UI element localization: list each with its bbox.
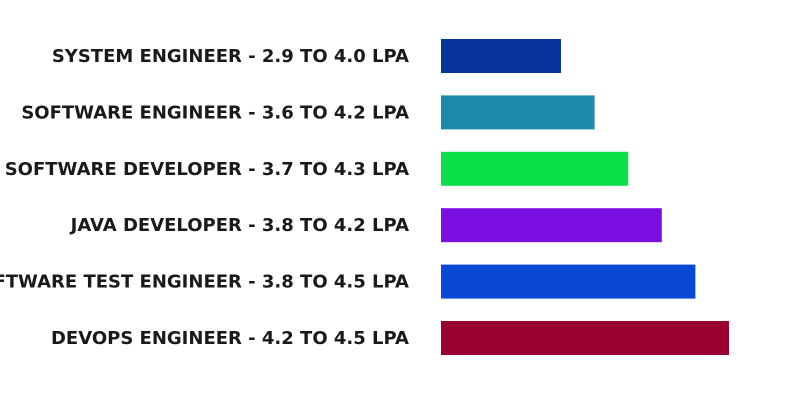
bar bbox=[441, 151, 629, 186]
category-label: SOFTWARE DEVELOPER - 3.7 TO 4.3 LPA bbox=[5, 159, 409, 180]
category-label: DEVOPS ENGINEER - 4.2 TO 4.5 LPA bbox=[51, 328, 409, 349]
bar bbox=[441, 39, 561, 73]
category-label: SYSTEM ENGINEER - 2.9 TO 4.0 LPA bbox=[52, 46, 409, 67]
bar bbox=[441, 95, 595, 130]
category-label: SOFTWARE TEST ENGINEER - 3.8 TO 4.5 LPA bbox=[0, 272, 409, 293]
category-label: JAVA DEVELOPER - 3.8 TO 4.2 LPA bbox=[69, 215, 409, 236]
bar bbox=[441, 208, 662, 243]
bar bbox=[441, 264, 696, 299]
category-label: SOFTWARE ENGINEER - 3.6 TO 4.2 LPA bbox=[21, 102, 409, 123]
bars bbox=[441, 39, 729, 355]
category-labels: SYSTEM ENGINEER - 2.9 TO 4.0 LPA SOFTWARE… bbox=[0, 46, 409, 349]
bar bbox=[441, 321, 729, 355]
